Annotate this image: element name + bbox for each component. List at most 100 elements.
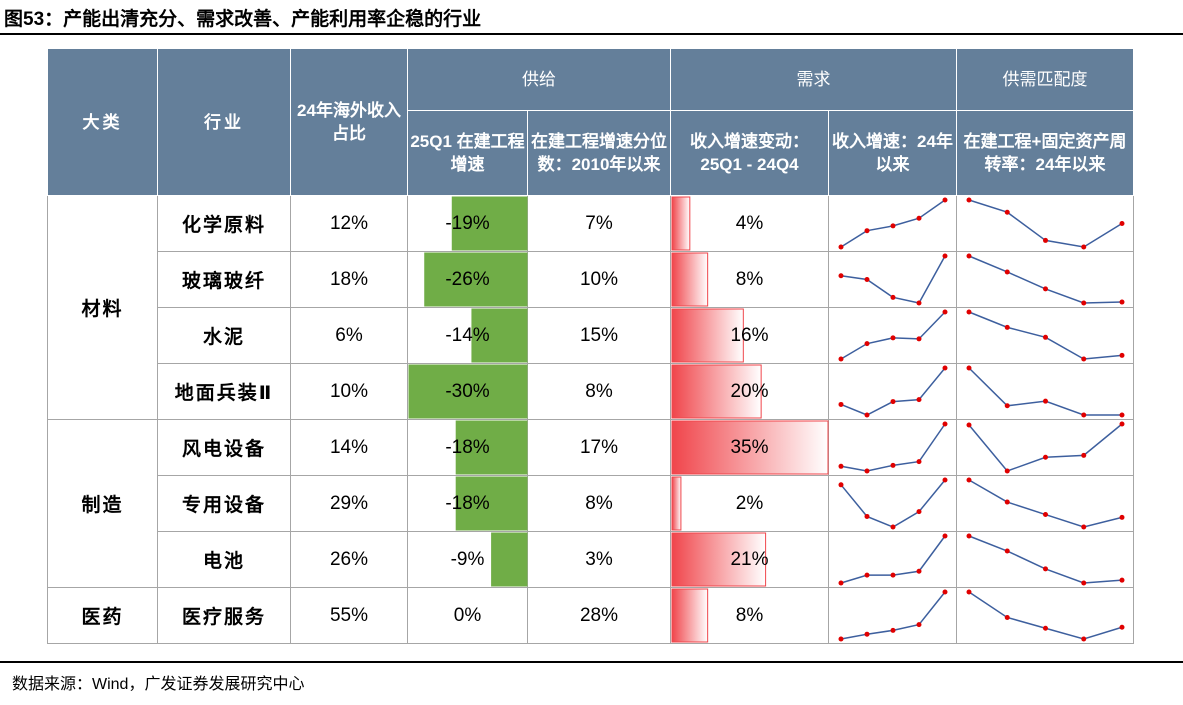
cell-graphic <box>671 476 682 531</box>
sparkline-point <box>838 482 844 488</box>
sparkline-cell <box>828 419 957 476</box>
sparkline-point <box>966 589 972 595</box>
cell-graphic <box>966 589 1125 642</box>
header-cell: 24年海外收入占比 <box>290 48 408 196</box>
sparkline-point <box>966 253 972 259</box>
sparkline-point <box>1043 512 1048 518</box>
industry-cell: 医疗服务 <box>157 587 291 644</box>
sparkline-point <box>942 309 948 315</box>
sparkline-cell <box>828 307 957 364</box>
sparkline-point <box>1081 244 1087 250</box>
demand-change-cell: 20% <box>670 363 829 420</box>
cell-graphic <box>966 533 1125 586</box>
industry-cell: 化学原料 <box>157 195 291 252</box>
cell-text: -26% <box>445 268 490 290</box>
header-cell: 在建工程+固定资产周转率：24年以来 <box>956 110 1134 196</box>
sparkline-point <box>916 568 922 574</box>
sparkline-point <box>942 253 948 259</box>
sparkline-point <box>1004 468 1010 474</box>
header-cell: 大类 <box>47 48 158 196</box>
bar <box>455 476 528 531</box>
sparkline-point <box>864 572 870 578</box>
bar <box>671 476 682 531</box>
sparkline-point <box>1119 514 1125 520</box>
header-cell: 25Q1 在建工程增速 <box>407 110 528 196</box>
cell-graphic <box>671 420 829 475</box>
sparkline-point <box>1119 221 1125 226</box>
sparkline <box>968 423 1123 472</box>
supply-pct-cell: 17% <box>527 419 671 476</box>
header-cell: 供给 <box>407 48 671 111</box>
sparkline-point <box>864 631 870 637</box>
sparkline-point <box>838 463 844 469</box>
bar <box>671 588 709 643</box>
sparkline-point <box>890 294 896 300</box>
header-cell: 行业 <box>157 48 291 196</box>
sparkline-point <box>1081 356 1087 362</box>
sparkline-cell <box>956 195 1134 252</box>
sparkline-cell <box>956 307 1134 364</box>
header-cell: 收入增速变动：25Q1 - 24Q4 <box>670 110 829 196</box>
sparkline-point <box>838 356 844 362</box>
sparkline-point <box>916 622 922 628</box>
industry-cell: 玻璃玻纤 <box>157 251 291 308</box>
cell-text: -9% <box>450 548 485 570</box>
sparkline-point <box>1119 624 1125 630</box>
cell-graphic <box>455 476 528 531</box>
supply-pct-cell: 8% <box>527 475 671 532</box>
sparkline-point <box>1081 636 1087 642</box>
sparkline-point <box>1043 334 1048 340</box>
cell-text: -30% <box>445 380 490 402</box>
sparkline-cell <box>828 251 957 308</box>
sparkline-point <box>838 273 844 279</box>
sparkline-point <box>1004 269 1010 275</box>
cell-graphic <box>671 588 709 643</box>
industry-cell: 地面兵装Ⅱ <box>157 363 291 420</box>
cell-graphic <box>966 421 1125 474</box>
sparkline-point <box>942 533 948 539</box>
supply-pct-cell: 15% <box>527 307 671 364</box>
bar <box>671 364 762 419</box>
sparkline <box>840 479 946 528</box>
cell-graphic <box>455 420 528 475</box>
sparkline-point <box>838 244 844 250</box>
demand-change-cell: 35% <box>670 419 829 476</box>
sparkline-point <box>1119 421 1125 427</box>
category-cell: 制造 <box>47 419 158 588</box>
bar <box>671 252 709 307</box>
bar <box>671 308 744 363</box>
cell-graphic <box>966 365 1125 418</box>
cell-graphic <box>424 252 528 307</box>
sparkline-point <box>1043 398 1048 404</box>
sparkline-point <box>1004 548 1010 554</box>
sparkline-point <box>1004 614 1010 620</box>
cell-graphic <box>838 477 948 530</box>
demand-change-cell: 21% <box>670 531 829 588</box>
sparkline-point <box>864 412 870 418</box>
sparkline-cell <box>956 363 1134 420</box>
table-row: 专用设备 29% -18% 8% 2% <box>48 475 1134 532</box>
source: 数据来源：Wind，广发证券发展研究中心 <box>12 676 305 693</box>
sparkline-point <box>916 397 922 403</box>
sparkline-point <box>1004 499 1010 505</box>
supply-growth-cell: 0% <box>407 587 528 644</box>
demand-change-cell: 8% <box>670 587 829 644</box>
demand-change-cell: 16% <box>670 307 829 364</box>
sparkline-cell <box>828 587 957 644</box>
sparkline-point <box>890 335 896 341</box>
sparkline-point <box>864 468 870 474</box>
cell-text: 8% <box>735 268 764 290</box>
header-cell: 需求 <box>670 48 957 111</box>
sparkline-cell <box>828 195 957 252</box>
sparkline-point <box>942 477 948 483</box>
sparkline-point <box>916 336 922 342</box>
sparkline-point <box>1119 412 1125 418</box>
cell-graphic <box>838 533 948 586</box>
industry-cell: 水泥 <box>157 307 291 364</box>
sparkline-cell <box>828 531 957 588</box>
sparkline-point <box>1043 566 1048 572</box>
cell-graphic <box>838 421 948 474</box>
cell-graphic <box>966 197 1125 250</box>
header-cell: 收入增速：24年以来 <box>828 110 957 196</box>
